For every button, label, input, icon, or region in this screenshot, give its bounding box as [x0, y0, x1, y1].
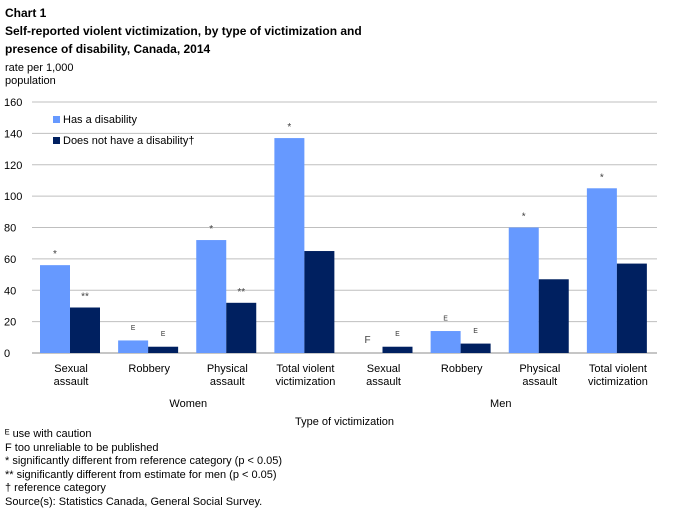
y-tick-label: 40 [4, 285, 16, 297]
bar-marker: ᴱ [395, 331, 399, 342]
x-tick-label: assault [54, 376, 89, 388]
chart-title: Chart 1 Self-reported violent victimizat… [5, 4, 525, 58]
bar-marker: * [53, 249, 57, 260]
x-axis-title: Type of victimization [295, 416, 394, 428]
bar-marker: ᴱ [444, 315, 448, 326]
x-tick-label: victimization [275, 376, 335, 388]
bar-marker: ** [81, 292, 89, 303]
bar [616, 263, 647, 353]
x-tick-label: Total violent [276, 363, 334, 375]
x-tick-label: Robbery [441, 363, 483, 375]
group-label: Men [490, 398, 511, 410]
footnotes: ᴱ use with caution F too unreliable to b… [5, 428, 282, 510]
x-tick-label: Robbery [128, 363, 170, 375]
x-tick-label: assault [210, 376, 245, 388]
x-tick-label: Physical [519, 363, 560, 375]
footnote-significant-reference: * significantly different from reference… [5, 455, 283, 468]
x-tick-label: Physical [207, 363, 248, 375]
bar [430, 331, 461, 353]
bar-marker: * [522, 212, 526, 223]
y-axis-label-line-2: population [5, 75, 56, 87]
title-line-2: presence of disability, Canada, 2014 [5, 42, 211, 56]
footnote-significant-men: ** significantly different from estimate… [5, 468, 277, 481]
bar [304, 251, 335, 353]
legend-swatch [53, 137, 60, 144]
bar-marker: * [287, 122, 291, 133]
legend-label: Does not have a disability† [63, 135, 194, 147]
bar-marker: ᴱ [474, 328, 478, 339]
footnote-source: Source(s): Statistics Canada, General So… [5, 495, 263, 508]
bar-marker: ** [237, 287, 245, 298]
bar-marker: * [600, 172, 604, 183]
bar [460, 343, 491, 353]
x-tick-label: Sexual [367, 363, 401, 375]
chart-label: Chart 1 [5, 6, 47, 20]
bar [196, 240, 227, 353]
legend-swatch [53, 116, 60, 123]
bar [118, 340, 149, 353]
y-tick-label: 140 [4, 128, 22, 140]
bar [538, 279, 569, 353]
y-tick-label: 80 [4, 223, 16, 235]
title-line-1: Self-reported violent victimization, by … [5, 24, 362, 38]
y-tick-label: 0 [4, 348, 10, 360]
y-tick-label: 100 [4, 191, 22, 203]
bar [70, 307, 100, 353]
bar [586, 188, 617, 353]
footnote-unreliable: F too unreliable to be published [5, 441, 159, 454]
y-axis-label-line-1: rate per 1,000 [5, 62, 74, 74]
y-tick-label: 160 [4, 97, 22, 109]
bar-marker: F [364, 335, 370, 346]
bar-marker: * [209, 224, 213, 235]
x-tick-label: victimization [588, 376, 648, 388]
bar-marker: ᴱ [131, 324, 135, 335]
footnote-caution: ᴱ use with caution [5, 428, 92, 440]
x-tick-label: Total violent [589, 363, 647, 375]
footnote-reference-category: † reference category [5, 482, 106, 495]
bar [274, 138, 305, 353]
y-tick-label: 60 [4, 254, 16, 266]
legend-label: Has a disability [63, 114, 137, 126]
x-tick-label: assault [522, 376, 557, 388]
y-axis-label: rate per 1,000 population [5, 62, 74, 88]
bar [226, 302, 257, 353]
bar-marker: ᴱ [161, 331, 165, 342]
y-tick-label: 20 [4, 317, 16, 329]
bar [40, 265, 70, 353]
y-tick-label: 120 [4, 160, 22, 172]
bar [148, 346, 179, 353]
x-tick-label: Sexual [54, 363, 88, 375]
bar [382, 346, 413, 353]
x-tick-label: assault [366, 376, 401, 388]
bar [508, 227, 539, 353]
group-label: Women [169, 398, 207, 410]
